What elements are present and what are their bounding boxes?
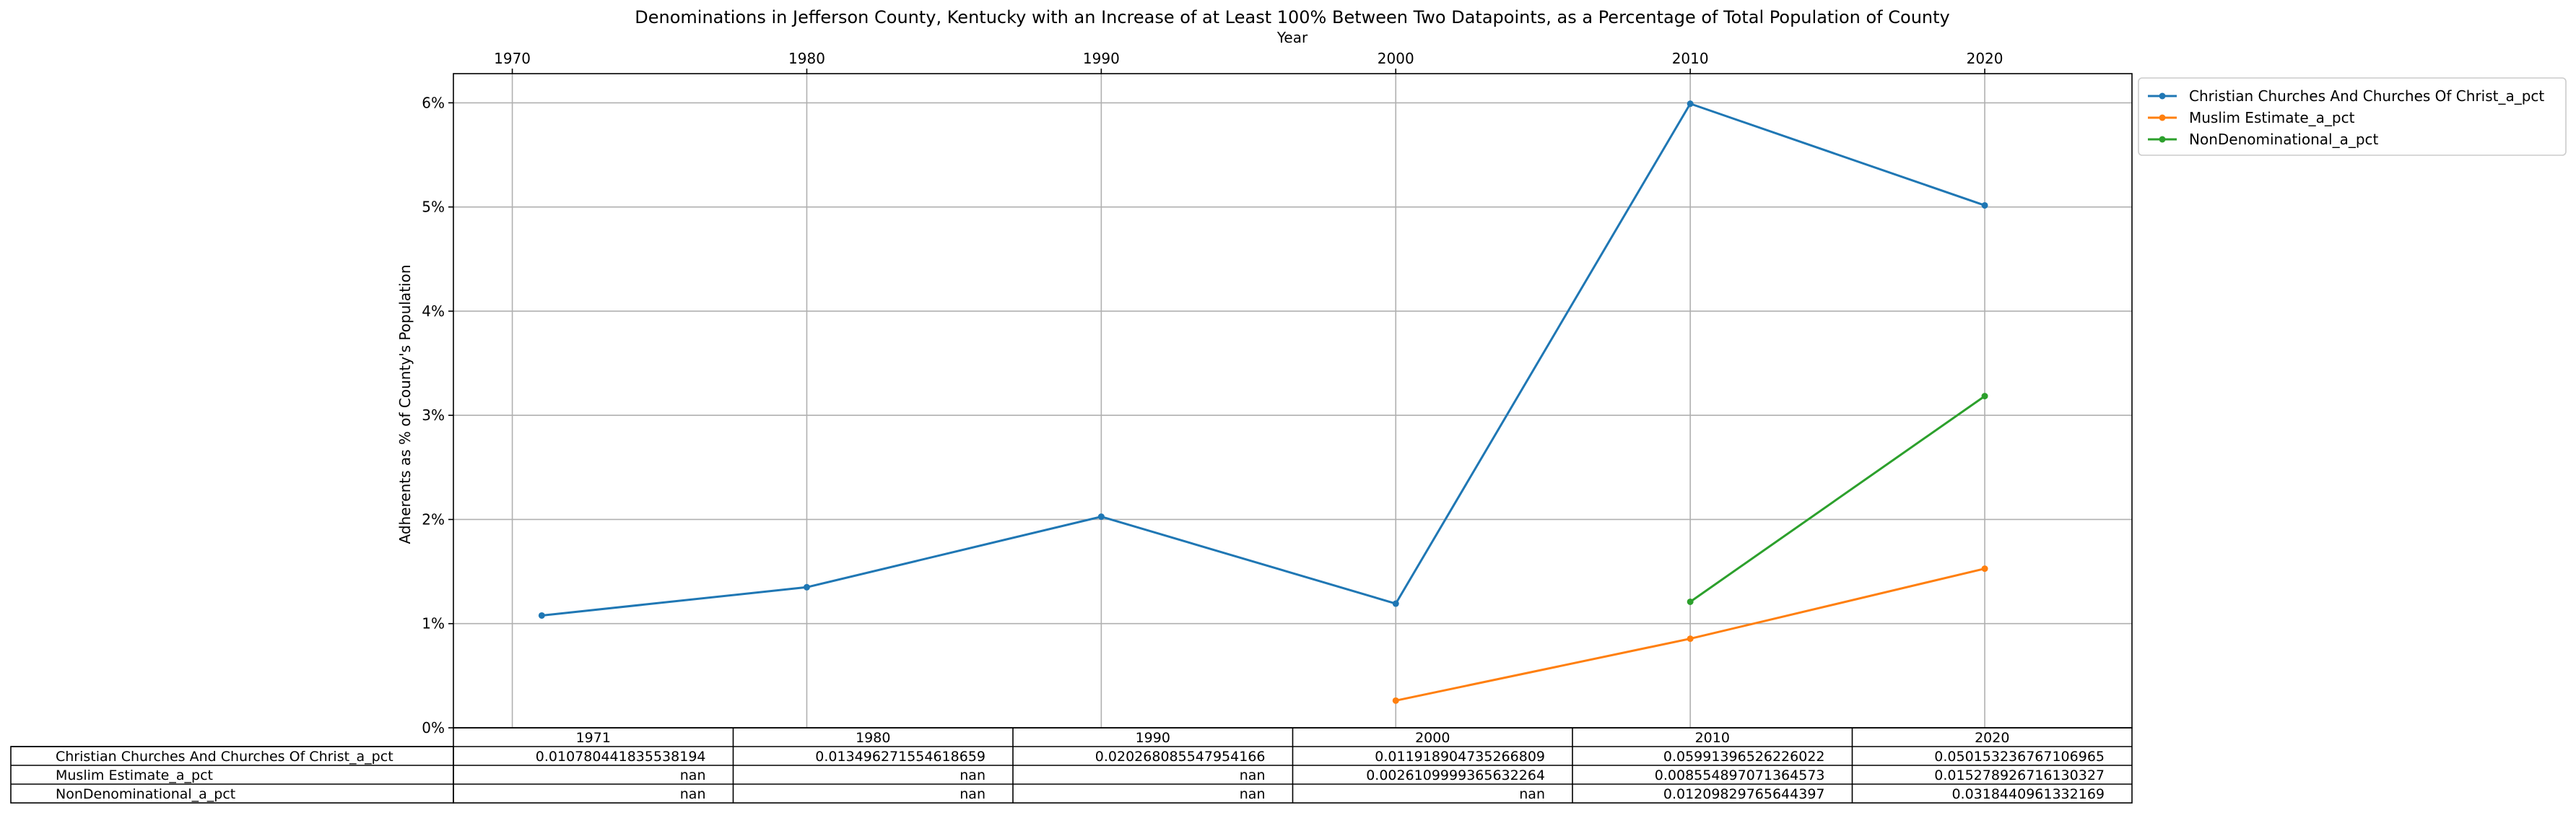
- data-point: [1097, 513, 1105, 521]
- y-tick-label: 1%: [422, 615, 445, 632]
- data-point: [1687, 100, 1694, 108]
- table-cell: 0.010780441835538194: [536, 749, 706, 765]
- table-cell: 0.013496271554618659: [815, 749, 985, 765]
- series-line: [541, 103, 1985, 617]
- data-point: [1392, 697, 1399, 704]
- x-axis-label: Year: [1276, 29, 1308, 46]
- legend-label: NonDenominational_a_pct: [2189, 131, 2379, 148]
- x-tick-label: 2000: [1378, 50, 1414, 67]
- grid-lines: [453, 74, 2132, 729]
- y-tick-label: 3%: [422, 406, 445, 424]
- table-cell: 0.0318440961332169: [1951, 786, 2105, 802]
- table-cell: 0.01209829765644397: [1663, 786, 1825, 802]
- table-column-header: 1990: [1136, 730, 1170, 746]
- table-cell: nan: [1519, 786, 1545, 802]
- legend-box: [2138, 77, 2567, 156]
- data-point: [1981, 565, 1988, 573]
- x-axis-ticks: 1970 1980 1990 2000 2010 2020: [494, 50, 2003, 74]
- series: [538, 100, 1988, 619]
- data-point: [1981, 393, 1988, 400]
- table-cell: 0.05991396526226022: [1663, 749, 1825, 765]
- table-cell: 0.050153236767106965: [1934, 749, 2105, 765]
- y-tick-label: 6%: [422, 94, 445, 111]
- plot-frame: [453, 73, 2133, 729]
- chart-title: Denominations in Jefferson County, Kentu…: [635, 7, 1949, 27]
- data-point: [1392, 600, 1399, 607]
- legend: Christian Churches And Churches Of Chris…: [2138, 77, 2567, 156]
- table-cell: 0.011918904735266809: [1375, 749, 1545, 765]
- x-tick-label: 1990: [1083, 50, 1120, 67]
- table-cell: nan: [960, 768, 985, 783]
- table-cell: nan: [960, 786, 985, 802]
- x-tick-label: 1980: [788, 50, 825, 67]
- y-tick-label: 4%: [422, 303, 445, 320]
- y-tick-label: 5%: [422, 199, 445, 216]
- series: [1392, 565, 1988, 704]
- table-cell: 0.008554897071364573: [1655, 768, 1825, 783]
- table-cell: nan: [680, 768, 706, 783]
- y-axis-label: Adherents as % of County's Population: [396, 264, 414, 544]
- legend-marker: [2159, 136, 2166, 143]
- data-point: [1981, 201, 1988, 209]
- x-tick-label: 2010: [1672, 50, 1709, 67]
- table-row-label: Muslim Estimate_a_pct: [56, 768, 213, 783]
- table-cell: 0.020268085547954166: [1095, 749, 1266, 765]
- table-column-header: 2020: [1975, 730, 2009, 746]
- table-row-label: Christian Churches And Churches Of Chris…: [56, 749, 393, 765]
- legend-item: NonDenominational_a_pct: [2148, 131, 2379, 148]
- table-row-label: NonDenominational_a_pct: [56, 786, 235, 802]
- data-point: [803, 583, 810, 591]
- table-cell: nan: [1240, 768, 1266, 783]
- table-column-header: 2010: [1695, 730, 1730, 746]
- data-point: [1687, 635, 1694, 643]
- legend-label: Muslim Estimate_a_pct: [2189, 109, 2355, 126]
- table-cell: nan: [1240, 786, 1266, 802]
- legend-marker: [2159, 92, 2166, 100]
- x-tick-label: 2020: [1967, 50, 2003, 67]
- table-column-header: 2000: [1415, 730, 1450, 746]
- table-column-header: 1980: [856, 730, 890, 746]
- table-cell: nan: [680, 786, 706, 802]
- table-cell: 0.0026109999365632264: [1366, 768, 1545, 783]
- data-point: [538, 612, 545, 619]
- legend-item: Christian Churches And Churches Of Chris…: [2148, 87, 2544, 105]
- data-point: [1687, 598, 1694, 605]
- x-tick-label: 1970: [494, 50, 531, 67]
- y-tick-label: 2%: [422, 510, 445, 528]
- series-line: [1689, 395, 1985, 603]
- y-axis-ticks: 0% 1% 2% 3% 4% 5% 6%: [422, 94, 453, 736]
- data-table: 1971 1980 1990 2000 2010 2020 Christian Church…: [10, 727, 2133, 804]
- series-layer: [538, 100, 1988, 704]
- legend-item: Muslim Estimate_a_pct: [2148, 109, 2355, 126]
- table-column-header: 1971: [576, 730, 611, 746]
- y-tick-label: 0%: [422, 719, 445, 736]
- series: [1687, 393, 1988, 605]
- legend-marker: [2159, 114, 2166, 121]
- legend-label: Christian Churches And Churches Of Chris…: [2189, 87, 2544, 105]
- table-cell: 0.015278926716130327: [1934, 768, 2105, 783]
